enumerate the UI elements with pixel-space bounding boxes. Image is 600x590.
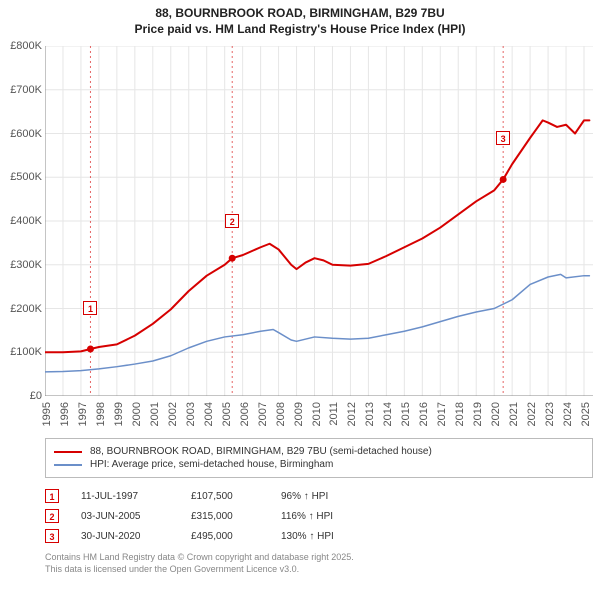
x-tick-label: 1998: [95, 402, 107, 426]
x-tick-label: 2000: [131, 402, 143, 426]
chart-marker: 2: [225, 214, 239, 228]
sale-date: 30-JUN-2020: [81, 531, 191, 542]
bottom-panel: 88, BOURNBROOK ROAD, BIRMINGHAM, B29 7BU…: [45, 438, 593, 575]
x-tick-label: 2023: [544, 402, 556, 426]
x-tick-label: 2018: [454, 402, 466, 426]
x-tick-label: 2017: [436, 402, 448, 426]
chart-marker: 3: [496, 131, 510, 145]
x-tick-label: 2019: [472, 402, 484, 426]
title-line-2: Price paid vs. HM Land Registry's House …: [0, 22, 600, 38]
x-tick-label: 2007: [257, 402, 269, 426]
y-tick-label: £800K: [0, 40, 42, 52]
x-tick-label: 2021: [508, 402, 520, 426]
sale-price: £495,000: [191, 531, 281, 542]
x-tick-label: 2006: [239, 402, 251, 426]
x-tick-label: 2011: [328, 402, 340, 426]
x-tick-label: 2020: [490, 402, 502, 426]
chart-marker: 1: [83, 301, 97, 315]
y-tick-label: £200K: [0, 303, 42, 315]
x-tick-label: 2022: [526, 402, 538, 426]
sale-marker: 1: [45, 489, 59, 503]
x-tick-label: 2025: [580, 402, 592, 426]
sale-price: £315,000: [191, 511, 281, 522]
sale-date: 11-JUL-1997: [81, 491, 191, 502]
x-tick-label: 2024: [562, 402, 574, 426]
legend-swatch: [54, 451, 82, 453]
x-tick-label: 2012: [346, 402, 358, 426]
x-tick-label: 1999: [113, 402, 125, 426]
x-tick-label: 2005: [221, 402, 233, 426]
legend: 88, BOURNBROOK ROAD, BIRMINGHAM, B29 7BU…: [45, 438, 593, 478]
x-tick-label: 1997: [77, 402, 89, 426]
sale-date: 03-JUN-2005: [81, 511, 191, 522]
x-tick-label: 2010: [311, 402, 323, 426]
sale-row: 3 30-JUN-2020£495,000130% ↑ HPI: [45, 526, 593, 546]
x-tick-label: 2001: [149, 402, 161, 426]
y-tick-label: £700K: [0, 84, 42, 96]
title-block: 88, BOURNBROOK ROAD, BIRMINGHAM, B29 7BU…: [0, 0, 600, 37]
legend-row: 88, BOURNBROOK ROAD, BIRMINGHAM, B29 7BU…: [54, 445, 584, 458]
y-tick-label: £300K: [0, 259, 42, 271]
sales-table: 1 11-JUL-1997£107,50096% ↑ HPI 2 03-JUN-200…: [45, 486, 593, 546]
x-tick-label: 2014: [382, 402, 394, 426]
y-tick-label: £600K: [0, 128, 42, 140]
x-tick-label: 2002: [167, 402, 179, 426]
sale-marker: 2: [45, 509, 59, 523]
legend-label: 88, BOURNBROOK ROAD, BIRMINGHAM, B29 7BU…: [90, 446, 432, 457]
y-tick-label: £0: [0, 390, 42, 402]
x-tick-label: 2008: [275, 402, 287, 426]
x-tick-label: 2004: [203, 402, 215, 426]
x-tick-label: 2009: [293, 402, 305, 426]
attribution-line-1: Contains HM Land Registry data © Crown c…: [45, 552, 593, 564]
x-tick-label: 2003: [185, 402, 197, 426]
sale-row: 1 11-JUL-1997£107,50096% ↑ HPI: [45, 486, 593, 506]
chart-area: £0£100K£200K£300K£400K£500K£600K£700K£80…: [45, 46, 593, 396]
sale-marker: 3: [45, 529, 59, 543]
sale-hpi: 130% ↑ HPI: [281, 531, 401, 542]
sale-price: £107,500: [191, 491, 281, 502]
y-tick-label: £400K: [0, 215, 42, 227]
x-tick-label: 1996: [59, 402, 71, 426]
y-tick-label: £500K: [0, 171, 42, 183]
attribution: Contains HM Land Registry data © Crown c…: [45, 552, 593, 575]
title-line-1: 88, BOURNBROOK ROAD, BIRMINGHAM, B29 7BU: [0, 6, 600, 22]
chart-container: 88, BOURNBROOK ROAD, BIRMINGHAM, B29 7BU…: [0, 0, 600, 590]
legend-row: HPI: Average price, semi-detached house,…: [54, 458, 584, 471]
chart-svg: [45, 46, 593, 396]
x-tick-label: 2016: [418, 402, 430, 426]
sale-hpi: 116% ↑ HPI: [281, 511, 401, 522]
legend-label: HPI: Average price, semi-detached house,…: [90, 459, 333, 470]
y-tick-label: £100K: [0, 346, 42, 358]
x-tick-label: 1995: [41, 402, 53, 426]
x-tick-label: 2015: [400, 402, 412, 426]
attribution-line-2: This data is licensed under the Open Gov…: [45, 564, 593, 576]
x-tick-label: 2013: [364, 402, 376, 426]
sale-hpi: 96% ↑ HPI: [281, 491, 401, 502]
legend-swatch: [54, 464, 82, 466]
sale-row: 2 03-JUN-2005£315,000116% ↑ HPI: [45, 506, 593, 526]
